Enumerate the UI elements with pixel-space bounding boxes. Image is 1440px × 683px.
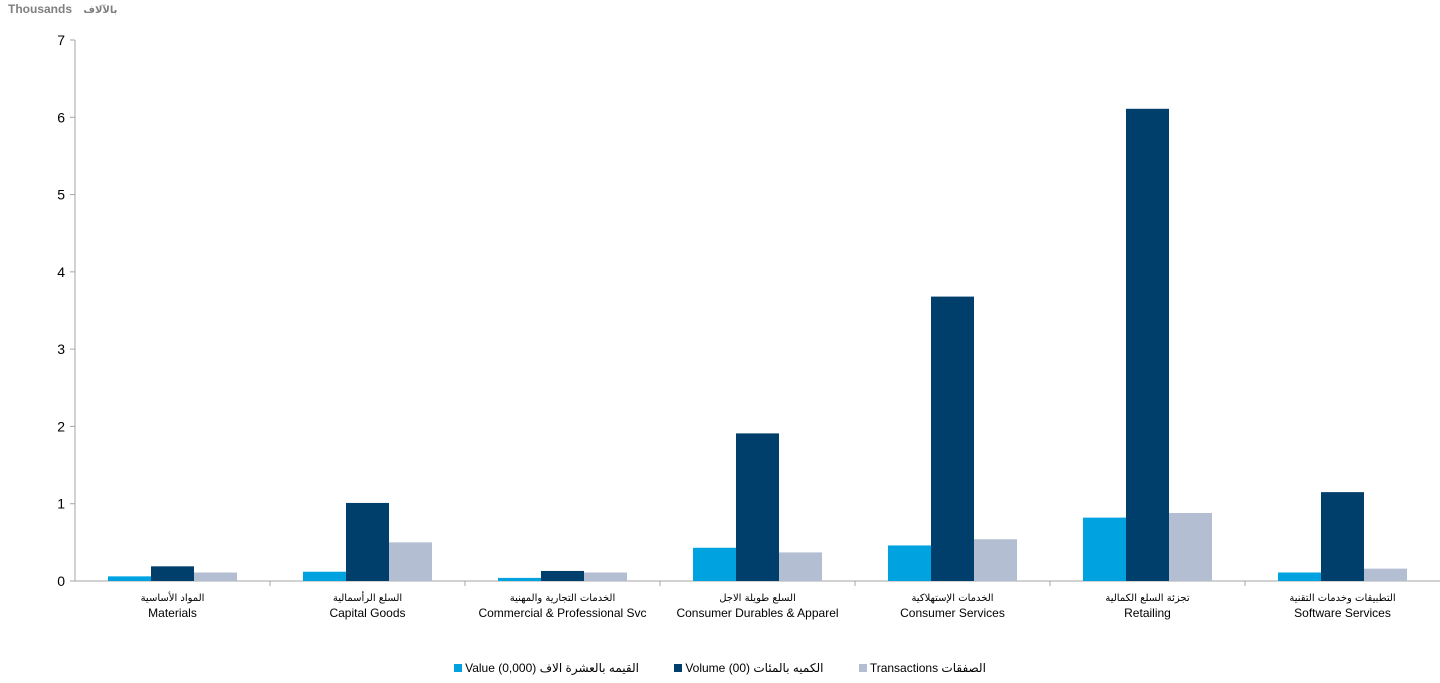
x-category-label-ar: السلع طويلة الاجل [719,593,796,604]
x-category-label: Software Services [1294,606,1391,620]
x-category-label-ar: السلع الرأسمالية [333,591,402,604]
bar-transactions [1169,512,1212,581]
bar-transactions [194,572,237,581]
x-category-label: Materials [148,606,197,620]
legend-item-value: Value (0,000) القيمه بالعشرة الاف [454,661,639,675]
bar-volume [346,502,389,581]
x-category-label-ar: التطبيقات وخدمات التقنية [1289,593,1395,604]
bar-transactions [1364,568,1407,581]
legend-item-transactions: Transactions الصفقات [858,661,986,675]
bar-value [888,545,931,581]
bar-chart: 0 1 2 3 4 5 6 7 المواد الأساسية Materials السلع ا… [57,32,1440,620]
x-category-label: Retailing [1124,606,1171,620]
bar-volume [736,433,779,581]
chart-bars [108,108,1407,581]
unit-label: Thousands بالآلاف [8,2,117,16]
x-category-label-ar: الخدمات الإستهلاكية [911,593,993,604]
bar-transactions [779,552,822,581]
x-category-label-ar: المواد الأساسية [141,591,205,604]
y-tick-label: 5 [57,187,65,203]
legend-item-volume: Volume (00) الكميه بالمئات [674,661,823,675]
legend-swatch-value [454,664,463,672]
legend-label-value: Value (0,000) القيمه بالعشرة الاف [465,661,639,675]
bar-value [1278,572,1321,581]
bar-volume [151,566,194,581]
bar-value [303,571,346,581]
bar-value [108,576,151,581]
y-tick-label: 4 [57,264,65,280]
y-tick-label: 1 [57,496,65,512]
x-category-label: Commercial & Professional Svc [478,606,646,620]
bar-value [498,577,541,581]
unit-label-ar: بالآلاف [83,5,118,16]
unit-label-en: Thousands [8,2,73,16]
legend-label-volume: Volume (00) الكميه بالمئات [685,661,824,675]
bar-transactions [389,542,432,581]
bar-transactions [584,572,627,581]
legend-label-transactions: Transactions الصفقات [869,661,986,675]
bar-volume [931,296,974,581]
y-tick-label: 7 [57,32,65,48]
bar-value [693,547,736,581]
x-category-label-ar: تجزئة السلع الكمالية [1105,593,1189,604]
x-category-label: Consumer Durables & Apparel [676,606,838,620]
chart-labels: المواد الأساسية Materials السلع الرأسمالية… [141,591,1396,620]
bar-volume [541,570,584,581]
y-tick-label: 0 [57,573,65,589]
legend-swatch-transactions [858,664,867,672]
y-tick-label: 3 [57,341,65,357]
y-tick-label: 2 [57,418,65,434]
x-category-label: Consumer Services [900,606,1005,620]
x-category-label: Capital Goods [329,606,405,620]
bar-transactions [974,539,1017,581]
y-tick-label: 6 [57,109,65,125]
bar-volume [1126,108,1169,581]
legend-swatch-volume [674,664,683,672]
chart-legend: Value (0,000) القيمه بالعشرة الاف Volume… [0,661,1440,675]
bar-value [1083,517,1126,581]
bar-volume [1321,492,1364,581]
x-category-label-ar: الخدمات التجارية والمهنية [510,593,615,604]
